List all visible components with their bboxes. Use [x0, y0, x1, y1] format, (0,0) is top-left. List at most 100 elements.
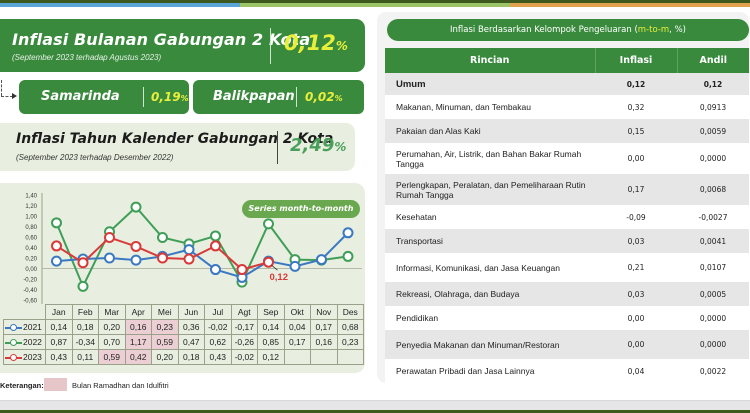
card-divider	[270, 28, 271, 64]
monthly-value-unit: %	[335, 39, 348, 53]
data-point-marker	[51, 217, 62, 229]
data-point-marker	[210, 240, 221, 252]
year-row-2021: 2021 0,14 0,18 0,20 0,16 0,23 0,36 -0,02 -0,17 0,…	[3, 319, 364, 335]
value-cell: 0,18	[71, 319, 99, 335]
ramadhan-color-swatch	[44, 378, 67, 391]
monthly-inflation-subtitle: (September 2023 terhadap Agustus 2023)	[12, 53, 162, 62]
year-label-cell: 2022	[3, 334, 46, 350]
y-tick-label: -0,40	[23, 288, 37, 294]
stripe-blue-segment	[0, 3, 240, 7]
month-header: Mar	[98, 304, 126, 320]
value-cell: 0,36	[177, 319, 205, 335]
year-label: 2022	[23, 337, 42, 347]
table-row: Transportasi 0,03 0,0041	[385, 229, 749, 253]
city-name: Balikpapan	[213, 89, 295, 104]
table-row: Perawatan Pribadi dan Jasa Lainnya 0,04 0,…	[385, 359, 749, 383]
data-point-marker	[263, 218, 274, 230]
panel-title: Inflasi Berdasarkan Kelompok Pengeluaran…	[387, 19, 749, 41]
value-cell: -0,02	[230, 349, 258, 365]
legend-note-label: Keterangan:	[0, 381, 44, 390]
month-header: Mei	[151, 304, 179, 320]
table-row: Perlengkapan, Peralatan, dan Pemeliharaa…	[385, 174, 749, 205]
data-point-marker	[183, 244, 195, 256]
arrow-right-icon	[12, 93, 17, 99]
inflasi-cell: 0,04	[595, 359, 677, 383]
table-row: Pendidikan 0,00 0,0000	[385, 306, 749, 330]
panel-title-prefix: Inflasi Berdasarkan Kelompok Pengeluaran…	[450, 25, 638, 35]
rincian-cell: Makanan, Minuman, dan Tembakau	[385, 95, 595, 119]
monthly-inflation-title: Inflasi Bulanan Gabungan 2 Kota	[12, 30, 311, 49]
andil-cell: 0,0068	[677, 174, 749, 205]
month-header: Apr	[124, 304, 152, 320]
y-tick-label: 0,00	[25, 267, 37, 273]
andil-cell: 0,12	[677, 73, 749, 95]
value-cell	[310, 349, 338, 365]
data-point-marker	[210, 230, 221, 242]
legend-line-marker-icon	[5, 324, 22, 332]
value-cell: 0,20	[98, 319, 126, 335]
line-chart: 1,40 1,20 1,00 0,80 0,60 0,40 0,20 0,00 -0,20 -0,…	[23, 193, 362, 305]
andil-cell: 0,0000	[677, 143, 749, 174]
value-cell: 0,17	[283, 334, 311, 350]
y-tick-label: 1,00	[25, 215, 37, 221]
rincian-cell: Informasi, Komunikasi, dan Jasa Keuangan	[385, 253, 595, 282]
andil-cell: 0,0000	[677, 306, 749, 330]
value-cell: 0,85	[257, 334, 285, 350]
series-badge: Series month-to-month	[242, 200, 360, 218]
data-point-marker	[104, 252, 115, 264]
bottom-bar	[0, 400, 750, 413]
data-point-marker	[342, 250, 354, 262]
data-point-marker	[236, 264, 248, 276]
card-divider	[277, 131, 278, 164]
inflasi-cell: 0,17	[595, 174, 677, 205]
value-cell: 0,23	[336, 334, 364, 350]
inflasi-cell: 0,00	[595, 330, 677, 359]
data-point-marker	[51, 240, 62, 252]
andil-cell: 0,0005	[677, 282, 749, 306]
header-inflasi: Inflasi	[595, 48, 678, 73]
inflasi-cell: 0,00	[595, 143, 677, 174]
value-cell	[283, 349, 311, 365]
legend-line-marker-icon	[5, 354, 22, 362]
table-row: Makanan, Minuman, dan Tembakau 0,32 0,0913	[385, 95, 749, 119]
inflasi-cell: 0,00	[595, 306, 677, 330]
connector-vertical-line	[1, 80, 2, 96]
city-value-number: 0,19	[151, 90, 181, 104]
y-tick-label: 1,40	[25, 194, 37, 200]
city-value-unit: %	[180, 94, 189, 103]
city-name: Samarinda	[41, 89, 120, 104]
month-header: Feb	[71, 304, 99, 320]
data-point-marker	[130, 254, 142, 266]
value-cell: 0,43	[204, 349, 232, 365]
data-point-marker	[130, 240, 142, 252]
data-point-marker	[183, 253, 195, 265]
month-header: Jul	[204, 304, 232, 320]
rincian-cell: Kesehatan	[385, 205, 595, 229]
rincian-cell: Pakaian dan Alas Kaki	[385, 119, 595, 143]
rincian-cell: Penyedia Makanan dan Minuman/Restoran	[385, 330, 595, 359]
data-point-marker	[316, 254, 327, 266]
value-cell: 0,14	[257, 319, 285, 335]
year-row-2023: 2023 0,43 0,11 0,59 0,42 0,20 0,18 0,43 -0,02 0,1…	[3, 349, 364, 365]
y-tick-label: 0,20	[25, 257, 37, 263]
data-point-marker	[210, 264, 221, 276]
inflasi-cell: 0,32	[595, 95, 677, 119]
value-cell: -0,34	[71, 334, 99, 350]
dashed-arrow-connector	[0, 80, 18, 99]
yearly-inflation-value: 2,49%	[290, 135, 346, 156]
year-row-2022: 2022 0,87 -0,34 0,70 1,17 0,59 0,47 0,62 -0,26 0,…	[3, 334, 364, 350]
inflasi-cell: 0,03	[595, 229, 677, 253]
legend-note-text: Bulan Ramadhan dan Idulfitri	[72, 381, 169, 390]
data-point-marker	[104, 232, 115, 244]
chart-data-table: Jan Feb Mar Apr Mei Jun Jul Agt Sep Okt …	[3, 304, 364, 365]
table-row: Rekreasi, Olahraga, dan Budaya 0,03 0,0005	[385, 282, 749, 306]
y-tick-label: 0,80	[25, 225, 37, 231]
table-corner	[3, 304, 46, 320]
bottom-green-line	[0, 410, 750, 413]
panel-title-highlight: m-to-m	[637, 25, 670, 35]
table-row: Umum 0,12 0,12	[385, 73, 749, 95]
monthly-inflation-card: Inflasi Bulanan Gabungan 2 Kota (Septemb…	[0, 19, 365, 72]
data-point-marker	[51, 255, 62, 267]
month-header: Jan	[45, 304, 73, 320]
month-header-row: Jan Feb Mar Apr Mei Jun Jul Agt Sep Okt …	[3, 304, 364, 320]
